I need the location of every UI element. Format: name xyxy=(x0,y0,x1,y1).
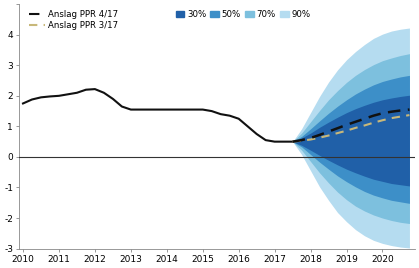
Legend: Anslag PPR 4/17, Anslag PPR 3/17: Anslag PPR 4/17, Anslag PPR 3/17 xyxy=(28,9,120,32)
